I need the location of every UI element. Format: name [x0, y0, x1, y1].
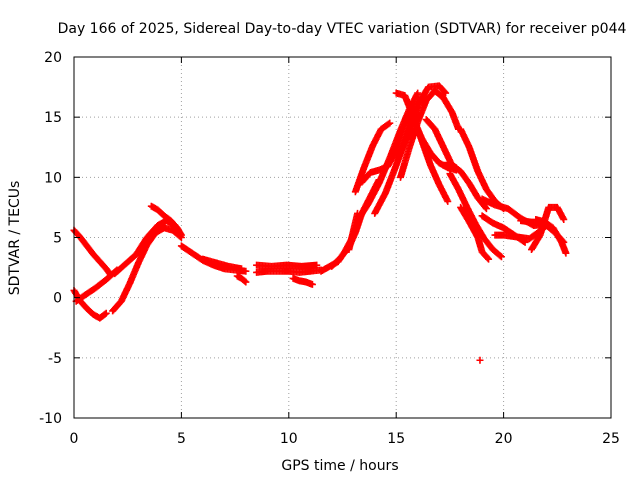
data-point	[308, 280, 316, 288]
data-point	[386, 119, 394, 127]
y-tick-label: 15	[44, 110, 62, 126]
y-tick-label: 5	[53, 231, 62, 247]
data-point	[484, 254, 492, 262]
data-point	[562, 249, 570, 257]
data-point	[101, 310, 109, 318]
data-point	[444, 197, 452, 205]
grid	[74, 57, 611, 418]
data-point	[313, 261, 321, 269]
data-point	[414, 89, 422, 97]
y-tick-labels: -10 -5 0 5 10 15 20	[39, 50, 62, 427]
data-point	[476, 356, 484, 364]
x-tick-label: 0	[70, 431, 79, 447]
data-point	[560, 215, 568, 223]
x-axis-label: GPS time / hours	[281, 458, 398, 474]
x-tick-label: 15	[387, 431, 405, 447]
data-point	[481, 203, 489, 211]
y-tick-label: -5	[48, 351, 62, 367]
data-point	[241, 277, 249, 285]
data-point	[238, 265, 246, 273]
data-point	[482, 205, 490, 213]
data-point	[177, 231, 185, 239]
x-tick-labels: 0 5 10 15 20 25	[70, 431, 620, 447]
data-point	[496, 252, 504, 260]
data-point	[497, 253, 505, 261]
data-point	[442, 89, 450, 97]
y-axis-label: SDTVAR / TECUs	[7, 181, 23, 296]
axis-ticks	[73, 56, 612, 419]
y-tick-label: -10	[39, 411, 62, 427]
data-point	[485, 255, 493, 263]
y-tick-label: 20	[44, 50, 62, 66]
y-tick-label: 0	[53, 291, 62, 307]
y-tick-label: 10	[44, 170, 62, 186]
data-point	[385, 120, 393, 128]
x-tick-label: 5	[177, 431, 186, 447]
data-point	[242, 278, 250, 286]
x-tick-label: 25	[602, 431, 620, 447]
data-point	[441, 88, 449, 96]
data-markers	[70, 82, 570, 364]
data-point	[242, 267, 250, 275]
x-tick-label: 20	[495, 431, 513, 447]
x-tick-label: 10	[280, 431, 298, 447]
data-point	[102, 309, 110, 317]
chart-title: Day 166 of 2025, Sidereal Day-to-day VTE…	[58, 21, 627, 37]
